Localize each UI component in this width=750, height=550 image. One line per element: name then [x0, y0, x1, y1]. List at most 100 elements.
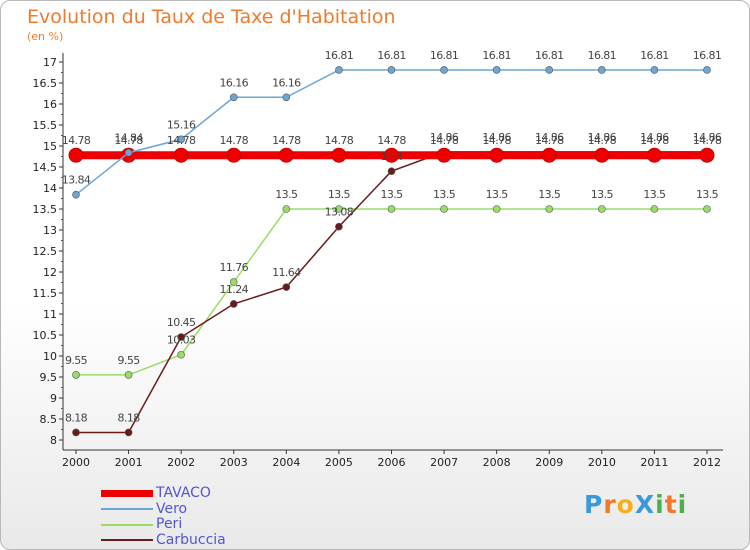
data-point-tavaco	[278, 147, 294, 163]
data-label-peri: 11.76	[220, 261, 249, 274]
data-point-carbuccia	[282, 283, 291, 291]
legend-label: Vero	[156, 500, 188, 517]
legend-swatch	[101, 523, 153, 526]
data-label-carbuccia: 11.64	[272, 266, 301, 279]
data-point-carbuccia	[72, 428, 80, 437]
data-point-peri	[492, 205, 501, 213]
data-point-tavaco	[436, 147, 452, 163]
data-point-vero	[335, 66, 343, 74]
data-point-vero	[72, 190, 80, 199]
data-point-tavaco	[541, 147, 557, 163]
data-point-vero	[440, 66, 448, 74]
data-label-tavaco: 14.78	[377, 134, 406, 147]
data-label-carbuccia: 14.86	[430, 131, 459, 144]
y-tick-label: 12	[43, 266, 57, 279]
data-label-tavaco: 14.78	[114, 134, 143, 147]
logo-letter: i	[677, 490, 688, 519]
data-label-peri: 9.55	[118, 354, 141, 367]
y-tick-label: 9	[50, 392, 57, 405]
data-point-carbuccia	[124, 428, 133, 437]
data-label-vero: 13.84	[62, 174, 91, 187]
data-label-carbuccia: 14.4	[380, 150, 403, 163]
x-tick-label: 2009	[535, 456, 563, 469]
data-label-carbuccia: 8.18	[65, 411, 88, 424]
y-tick-label: 8	[50, 434, 57, 447]
data-label-tavaco: 14.78	[220, 134, 249, 147]
data-label-peri: 13.5	[591, 188, 614, 201]
data-label-tavaco: 14.78	[62, 134, 91, 147]
y-tick-label: 10	[43, 350, 57, 363]
data-label-carbuccia: 14.86	[535, 131, 564, 144]
x-tick-label: 2004	[272, 456, 300, 469]
data-label-peri: 13.5	[433, 188, 456, 201]
data-point-peri	[229, 278, 238, 286]
data-label-carbuccia: 11.24	[220, 283, 249, 296]
data-point-vero	[177, 135, 185, 144]
y-tick-label: 10.5	[33, 329, 58, 342]
proxiti-logo: ProXiti	[584, 490, 687, 519]
data-point-peri	[177, 350, 185, 359]
data-point-peri	[440, 205, 448, 213]
data-label-vero: 16.81	[640, 49, 669, 62]
data-point-tavaco	[173, 147, 189, 163]
data-label-vero: 16.16	[272, 76, 301, 89]
data-point-vero	[545, 66, 554, 74]
data-label-tavaco: 14.78	[325, 134, 354, 147]
logo-letter: t	[664, 490, 678, 519]
legend-swatch	[101, 490, 153, 498]
x-tick-label: 2007	[430, 456, 458, 469]
data-label-carbuccia: 8.18	[118, 411, 141, 424]
legend-label: Carbuccia	[156, 531, 226, 548]
data-point-peri	[335, 205, 343, 213]
data-label-tavaco: 14.78	[640, 134, 669, 147]
data-label-vero: 16.81	[377, 49, 406, 62]
data-point-peri	[124, 371, 133, 379]
x-tick-label: 2001	[115, 456, 143, 469]
logo-letter: r	[603, 490, 617, 519]
data-label-tavaco: 14.78	[693, 134, 722, 147]
data-label-vero: 16.81	[430, 49, 459, 62]
data-point-vero	[282, 93, 291, 102]
data-point-tavaco	[594, 147, 610, 163]
data-label-carbuccia: 13.08	[325, 206, 354, 219]
x-tick-label: 2005	[325, 456, 353, 469]
data-point-peri	[650, 205, 659, 213]
x-tick-label: 2011	[640, 456, 668, 469]
data-point-carbuccia	[177, 333, 185, 341]
data-point-peri	[703, 205, 711, 213]
data-point-vero	[492, 66, 501, 74]
chart-title: Evolution du Taux de Taxe d'Habitation	[27, 6, 396, 28]
y-tick-label: 15.5	[33, 119, 58, 132]
data-point-peri	[598, 205, 606, 213]
data-point-tavaco	[68, 147, 84, 163]
y-axis-unit-label: (en %)	[27, 30, 64, 43]
legend-item-peri: Peri	[101, 517, 226, 533]
data-label-vero: 15.16	[167, 118, 196, 131]
y-tick-label: 16.5	[33, 77, 58, 90]
y-tick-label: 17	[43, 56, 57, 69]
data-point-vero	[703, 66, 711, 74]
data-label-tavaco: 14.78	[482, 134, 511, 147]
data-label-peri: 9.55	[65, 354, 88, 367]
y-tick-label: 11.5	[33, 287, 58, 300]
data-point-carbuccia	[387, 167, 396, 175]
legend-label: Peri	[156, 516, 183, 533]
data-label-peri: 13.5	[275, 188, 298, 201]
data-point-carbuccia	[335, 222, 343, 231]
data-label-peri: 13.5	[696, 188, 719, 201]
y-tick-label: 13	[43, 224, 57, 237]
legend-swatch	[101, 539, 153, 542]
x-tick-label: 2010	[588, 456, 616, 469]
series-line-peri	[76, 208, 707, 376]
logo-letter: P	[584, 490, 604, 519]
data-label-tavaco: 14.78	[588, 134, 617, 147]
data-label-tavaco: 14.78	[272, 134, 301, 147]
data-point-tavaco	[331, 147, 347, 163]
data-label-vero: 16.16	[220, 76, 249, 89]
data-point-tavaco	[384, 147, 399, 163]
data-label-carbuccia: 14.86	[640, 131, 669, 144]
data-point-vero	[229, 93, 238, 102]
legend-item-vero: Vero	[101, 500, 226, 518]
logo-letter: o	[616, 490, 635, 519]
legend-swatch	[101, 508, 153, 511]
